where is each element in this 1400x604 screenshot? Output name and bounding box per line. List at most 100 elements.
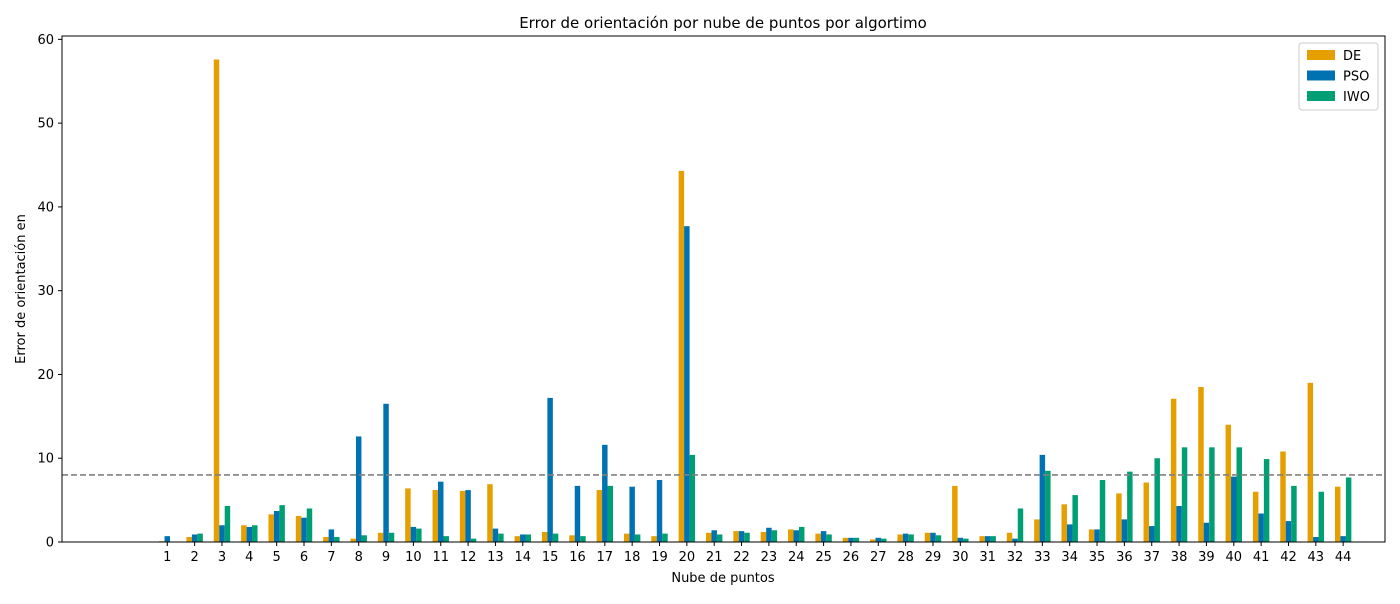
x-tick-label-19: 19: [651, 550, 668, 565]
bar-de-28: [897, 534, 903, 542]
x-tick-label-9: 9: [382, 550, 390, 565]
bar-de-15: [541, 531, 548, 542]
y-tick-label-0: 0: [46, 536, 54, 551]
x-tick-label-29: 29: [925, 550, 942, 565]
legend-label-de: DE: [1343, 49, 1361, 64]
bar-iwo-2: [197, 533, 203, 542]
bar-pso-28: [902, 533, 909, 542]
bar-iwo-9: [388, 532, 395, 542]
bar-de-40: [1225, 424, 1232, 542]
bar-de-24: [788, 529, 794, 542]
chart-title: Error de orientación por nube de puntos …: [519, 14, 927, 32]
bar-pso-7: [328, 529, 335, 542]
x-tick-label-1: 1: [163, 550, 171, 565]
bar-de-7: [323, 536, 329, 542]
x-tick-label-31: 31: [979, 550, 996, 565]
x-tick-label-44: 44: [1335, 550, 1352, 565]
bar-pso-11: [438, 481, 444, 542]
bar-pso-31: [984, 536, 991, 542]
bar-iwo-13: [498, 533, 504, 542]
bar-iwo-44: [1345, 477, 1352, 542]
bar-de-5: [268, 514, 274, 542]
x-tick-label-3: 3: [218, 550, 226, 565]
bar-de-10: [405, 488, 411, 542]
x-tick-label-15: 15: [542, 550, 559, 565]
bar-pso-2: [191, 534, 198, 542]
bar-pso-10: [410, 526, 417, 542]
bar-iwo-35: [1099, 480, 1106, 542]
legend-swatch-iwo: [1307, 91, 1335, 101]
bar-iwo-14: [525, 534, 531, 542]
legend-label-pso: PSO: [1343, 70, 1369, 85]
bar-pso-30: [957, 537, 964, 542]
x-tick-label-26: 26: [843, 550, 860, 565]
bar-pso-37: [1149, 526, 1155, 542]
bar-de-4: [241, 525, 247, 542]
bar-iwo-27: [881, 538, 887, 542]
bar-iwo-17: [607, 485, 614, 542]
bar-pso-8: [355, 436, 362, 542]
bar-pso-9: [383, 403, 389, 542]
bar-iwo-12: [470, 538, 477, 542]
x-tick-label-25: 25: [815, 550, 832, 565]
bar-pso-33: [1039, 454, 1046, 542]
bar-pso-4: [246, 526, 253, 542]
bar-pso-1: [164, 536, 171, 542]
bar-pso-17: [602, 444, 608, 542]
x-tick-label-40: 40: [1226, 550, 1243, 565]
bar-iwo-29: [935, 535, 942, 542]
x-tick-label-30: 30: [952, 550, 969, 565]
bar-de-21: [706, 532, 712, 542]
x-tick-label-28: 28: [897, 550, 914, 565]
bar-iwo-19: [662, 533, 668, 542]
bar-pso-18: [629, 486, 635, 542]
x-tick-label-13: 13: [487, 550, 504, 565]
bar-de-31: [979, 536, 985, 542]
x-tick-label-4: 4: [245, 550, 253, 565]
bar-pso-32: [1012, 538, 1018, 542]
bar-pso-43: [1313, 536, 1319, 542]
y-tick-label-40: 40: [37, 200, 54, 215]
x-tick-label-37: 37: [1143, 550, 1160, 565]
legend-swatch-de: [1307, 50, 1335, 60]
legend-swatch-pso: [1307, 70, 1335, 81]
bar-pso-36: [1121, 519, 1128, 542]
x-tick-label-24: 24: [788, 550, 805, 565]
bar-pso-12: [465, 490, 471, 542]
bar-de-23: [760, 531, 767, 542]
x-tick-label-5: 5: [273, 550, 281, 565]
bar-de-16: [569, 535, 575, 542]
bar-pso-5: [273, 511, 280, 542]
bar-iwo-33: [1045, 470, 1051, 542]
plot-frame: [61, 35, 1386, 543]
y-tick-label-60: 60: [37, 33, 54, 48]
bar-iwo-15: [552, 533, 559, 542]
x-tick-label-41: 41: [1253, 550, 1270, 565]
x-tick-label-32: 32: [1007, 550, 1024, 565]
x-tick-label-18: 18: [624, 550, 641, 565]
legend-label-iwo: IWO: [1343, 90, 1370, 105]
bar-iwo-4: [252, 525, 258, 542]
bar-de-25: [815, 533, 821, 542]
bar-iwo-39: [1209, 447, 1215, 542]
bar-de-43: [1307, 382, 1314, 542]
bar-iwo-21: [716, 534, 723, 542]
x-tick-label-12: 12: [460, 550, 477, 565]
bar-iwo-42: [1291, 485, 1297, 542]
bar-iwo-30: [963, 538, 969, 542]
bar-pso-13: [492, 528, 499, 542]
bar-pso-15: [547, 397, 553, 542]
bar-pso-6: [301, 517, 307, 542]
bar-de-37: [1143, 482, 1149, 542]
x-tick-label-35: 35: [1089, 550, 1106, 565]
x-tick-label-16: 16: [569, 550, 586, 565]
bar-pso-24: [793, 530, 799, 542]
x-tick-label-14: 14: [515, 550, 532, 565]
x-tick-label-17: 17: [597, 550, 614, 565]
bar-de-41: [1252, 491, 1259, 542]
bar-de-35: [1088, 529, 1095, 542]
bar-pso-41: [1258, 513, 1264, 542]
bar-de-6: [295, 516, 302, 542]
bar-de-39: [1198, 387, 1204, 542]
